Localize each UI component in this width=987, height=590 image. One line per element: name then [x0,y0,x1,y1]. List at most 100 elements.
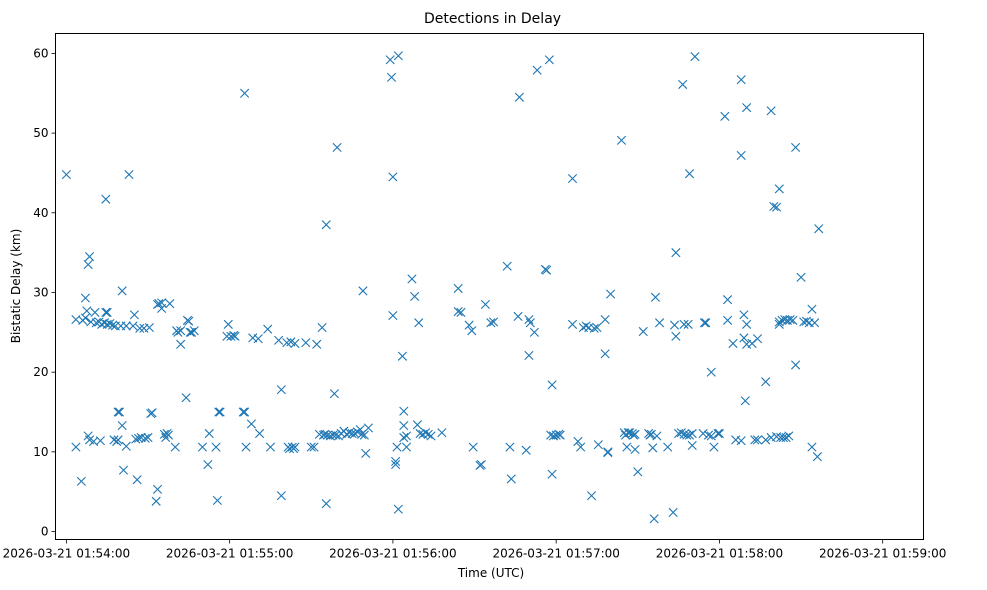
data-point [513,311,523,321]
data-point [84,252,95,262]
data-point [238,407,248,417]
data-point [181,393,191,403]
data-point [532,65,542,75]
data-point [720,111,730,121]
data-point [204,428,214,439]
data-point [114,407,125,417]
data-point [506,474,516,484]
data-point [118,465,129,475]
data-point [392,442,402,452]
y-axis-label: Bistatic Delay (km) [9,229,23,344]
data-point [592,322,602,333]
data-point [701,318,711,328]
data-point [486,318,496,328]
data-point [253,334,263,344]
data-point [121,321,131,331]
data-point [567,173,578,184]
data-point [102,307,112,317]
data-point [71,442,81,452]
data-point [254,428,265,439]
data-point [157,298,167,308]
data-point [393,51,403,61]
data-point [630,444,640,455]
data-point [699,318,710,328]
data-point [246,419,257,429]
data-point [241,442,251,452]
data-point [468,442,478,452]
data-point [290,338,300,349]
data-point [284,444,295,454]
data-point [184,316,194,326]
data-point [453,283,463,294]
data-point [426,431,436,441]
data-point [480,299,491,310]
data-point [263,324,273,334]
data-point [176,326,186,336]
data-point [306,442,316,452]
data-point [736,436,746,446]
data-point [547,380,557,390]
data-point [401,431,412,441]
data-point [652,431,662,441]
data-point [276,385,286,395]
data-point [678,79,688,90]
data-point [388,310,398,321]
x-tick-label: 2026-03-21 01:57:00 [492,547,619,561]
data-point [736,75,746,85]
data-point [812,452,822,462]
data-point [82,306,92,316]
data-point [650,292,661,302]
data-point [739,333,749,343]
data-point [407,274,417,284]
data-point [109,435,119,445]
data-point [410,291,420,302]
data-point [616,135,627,145]
y-tick-label: 50 [33,126,48,140]
data-point [684,169,695,179]
data-point [456,307,466,317]
data-point [453,307,463,317]
data-point [586,491,597,501]
data-point [709,442,719,452]
y-tick-label: 20 [33,365,48,379]
x-tick-label: 2026-03-21 01:56:00 [329,547,456,561]
y-tick-label: 10 [33,445,48,459]
data-point [752,334,763,344]
data-point [722,315,733,325]
data-point [83,259,93,270]
data-point [135,323,145,333]
data-point [80,293,91,303]
data-point [742,103,752,113]
data-point [671,331,681,341]
data-point [393,504,403,514]
data-point [129,310,139,320]
data-point [113,407,123,417]
data-point [778,432,788,443]
data-point [750,435,760,445]
y-tick-label: 40 [33,206,48,220]
data-point [423,429,433,439]
data-point [600,349,610,359]
chart-title: Detections in Delay [424,11,561,27]
data-point [91,318,101,328]
data-point [152,484,163,494]
data-point [683,319,693,329]
data-point [810,318,820,328]
data-point [197,442,208,452]
data-point [144,322,154,333]
y-tick-label: 60 [33,46,48,60]
x-tick-label: 2026-03-21 01:59:00 [819,547,946,561]
data-point [211,442,221,452]
data-point [600,314,610,325]
data-point [347,428,357,439]
x-axis: 2026-03-21 01:54:00 2026-03-21 01:55:00 20… [3,539,946,561]
data-point [796,272,806,282]
data-point [603,448,613,458]
data-point [638,326,648,337]
data-point [317,322,327,333]
data-point [713,428,723,439]
data-point [170,442,180,452]
data-point [215,407,225,417]
data-point [151,496,161,506]
